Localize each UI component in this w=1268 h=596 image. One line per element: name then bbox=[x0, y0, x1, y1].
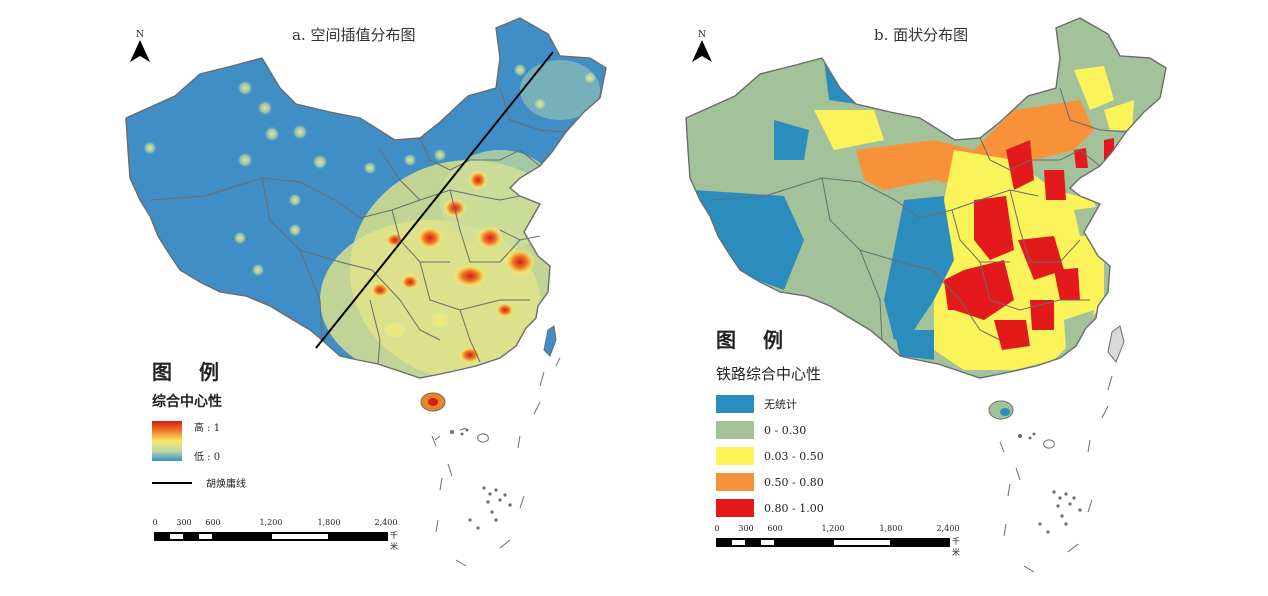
nine-dash-line bbox=[431, 357, 561, 567]
legend-class-row: 0 - 0.30 bbox=[716, 418, 824, 442]
legend-class-label: 0.03 - 0.50 bbox=[764, 449, 824, 463]
panel-b-title: b. 面状分布图 bbox=[874, 26, 969, 44]
scale-bar-b: 0 300 600 1,200 1,800 2,400 千米 bbox=[714, 524, 966, 557]
interpolation-map-panel: a. 空间插值分布图 N 图 例 综合中心性 高 : 1 低 : 0 胡焕庸线 … bbox=[125, 17, 607, 567]
choropleth-map-panel: b. 面状分布图 N 图 例 铁路综合中心性 无统计 0 - 0.30 0.03 -… bbox=[634, 0, 1268, 596]
legend-class-row: 0.80 - 1.00 bbox=[716, 496, 824, 520]
legend-swatch bbox=[716, 395, 754, 413]
legend-swatch bbox=[716, 499, 754, 517]
taiwan-island bbox=[543, 325, 557, 357]
legend-class-label: 0.50 - 0.80 bbox=[764, 475, 824, 489]
legend-class-row: 0.03 - 0.50 bbox=[716, 444, 824, 468]
ramp-low-label: 低 : 0 bbox=[194, 452, 221, 463]
nine-dash-line-b bbox=[999, 375, 1113, 573]
province-borders bbox=[125, 17, 607, 379]
scale-bar-a: 0 300 600 1,200 1,800 2,400 千米 bbox=[152, 518, 404, 551]
legend-swatch bbox=[716, 447, 754, 465]
legend-class-label: 0 - 0.30 bbox=[764, 423, 807, 437]
scale-tick: 1,800 bbox=[317, 518, 341, 527]
north-arrow-icon bbox=[692, 40, 712, 62]
north-label: N bbox=[136, 30, 144, 40]
legend-class-label: 无统计 bbox=[764, 398, 797, 411]
panel-a-title: a. 空间插值分布图 bbox=[292, 26, 416, 44]
scale-tick: 1,200 bbox=[821, 524, 845, 533]
ramp-high-label: 高 : 1 bbox=[194, 423, 221, 434]
legend-a: 图 例 综合中心性 高 : 1 低 : 0 胡焕庸线 bbox=[152, 356, 246, 490]
scale-tick: 2,400 bbox=[936, 524, 960, 533]
scale-unit: 千米 bbox=[390, 531, 398, 551]
north-label-b: N bbox=[698, 30, 706, 40]
color-ramp bbox=[152, 421, 182, 461]
legend-b: 图 例 铁路综合中心性 无统计 0 - 0.30 0.03 - 0.50 0.50 -… bbox=[716, 324, 824, 522]
north-arrow-icon bbox=[130, 40, 150, 62]
scale-tick: 1,200 bbox=[259, 518, 283, 527]
legend-class-row: 无统计 bbox=[716, 392, 824, 416]
legend-b-subtitle: 铁路综合中心性 bbox=[716, 365, 822, 383]
legend-b-title: 图 例 bbox=[716, 328, 793, 352]
hu-line-swatch bbox=[152, 481, 192, 484]
legend-class-row: 0.50 - 0.80 bbox=[716, 470, 824, 494]
hu-line-label: 胡焕庸线 bbox=[206, 479, 246, 490]
scale-tick: 0 bbox=[152, 518, 158, 527]
scale-tick: 300 bbox=[738, 524, 754, 533]
scale-tick: 0 bbox=[714, 524, 720, 533]
legend-a-title: 图 例 bbox=[152, 360, 229, 384]
scale-unit: 千米 bbox=[952, 537, 960, 557]
province-borders-b bbox=[685, 17, 1167, 379]
north-arrow-b: N bbox=[690, 30, 714, 66]
legend-class-label: 0.80 - 1.00 bbox=[764, 501, 824, 515]
south-sea-islands bbox=[434, 427, 512, 530]
scale-tick: 300 bbox=[176, 518, 192, 527]
scale-tick: 1,800 bbox=[879, 524, 903, 533]
legend-swatch bbox=[716, 421, 754, 439]
choropleth-map bbox=[685, 17, 1167, 573]
north-arrow: N bbox=[128, 30, 152, 66]
scale-tick: 600 bbox=[205, 518, 221, 527]
legend-swatch bbox=[716, 473, 754, 491]
hu-huanyong-line bbox=[315, 51, 554, 349]
legend-a-subtitle: 综合中心性 bbox=[152, 394, 222, 410]
class-list: 无统计 0 - 0.30 0.03 - 0.50 0.50 - 0.80 0.80 - … bbox=[716, 392, 824, 520]
scale-tick: 600 bbox=[767, 524, 783, 533]
interpolation-map bbox=[125, 17, 607, 567]
south-sea-islands-b bbox=[1018, 432, 1082, 534]
scale-tick: 2,400 bbox=[374, 518, 398, 527]
taiwan-island-b bbox=[1107, 325, 1125, 363]
